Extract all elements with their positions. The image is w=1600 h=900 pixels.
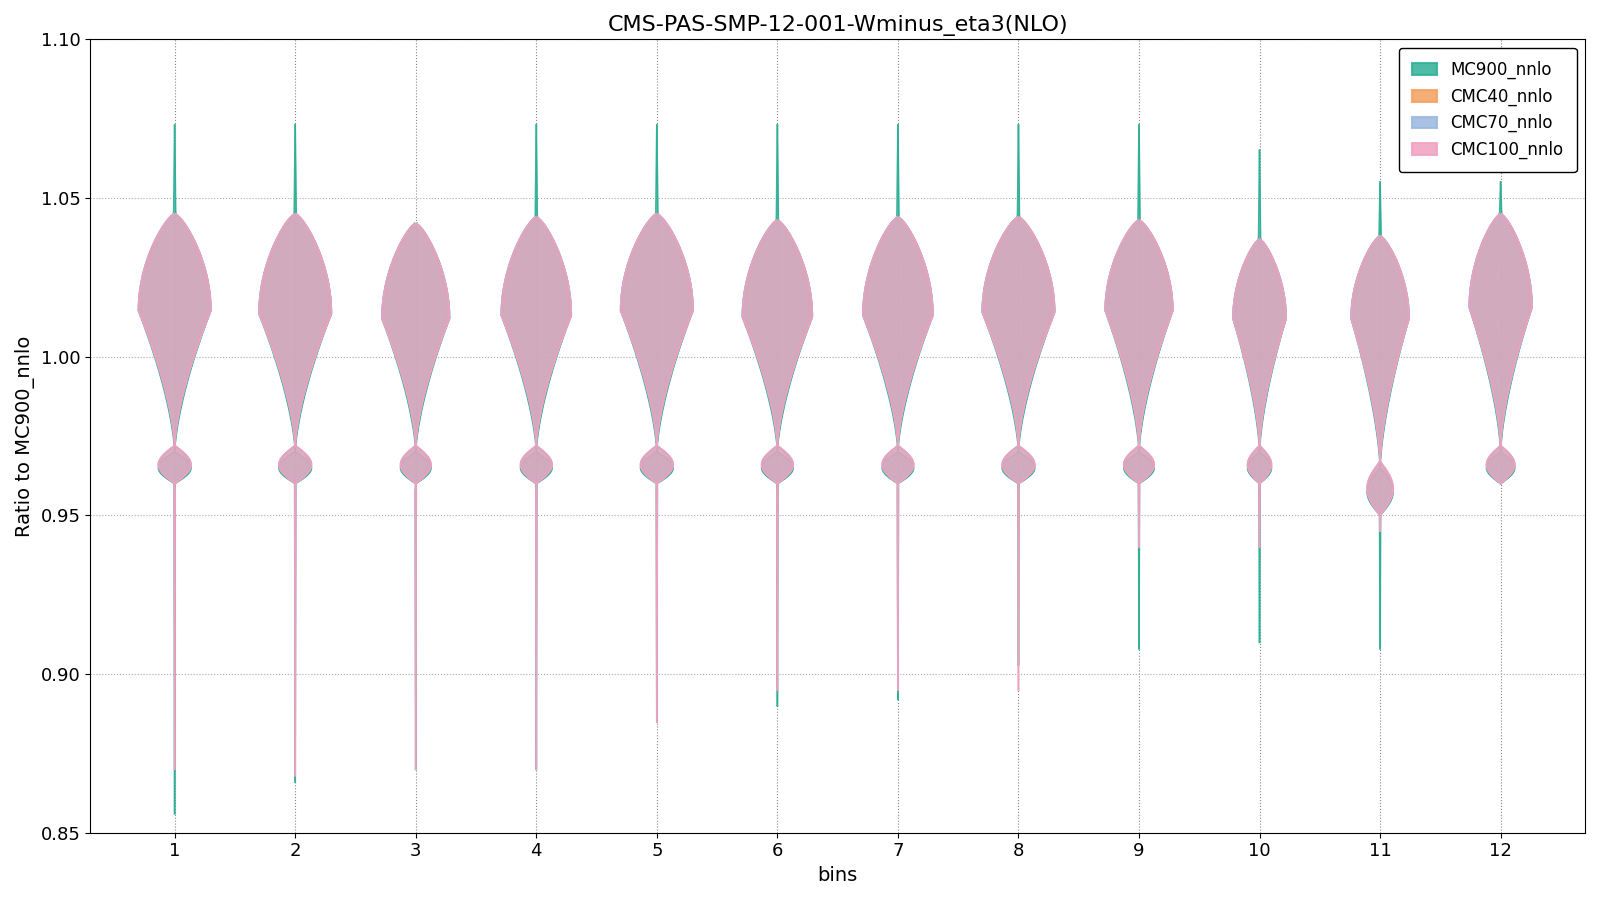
Legend: MC900_nnlo, CMC40_nnlo, CMC70_nnlo, CMC100_nnlo: MC900_nnlo, CMC40_nnlo, CMC70_nnlo, CMC1… — [1398, 48, 1576, 173]
Y-axis label: Ratio to MC900_nnlo: Ratio to MC900_nnlo — [14, 336, 35, 536]
Title: CMS-PAS-SMP-12-001-Wminus_eta3(NLO): CMS-PAS-SMP-12-001-Wminus_eta3(NLO) — [608, 15, 1067, 36]
X-axis label: bins: bins — [818, 866, 858, 885]
